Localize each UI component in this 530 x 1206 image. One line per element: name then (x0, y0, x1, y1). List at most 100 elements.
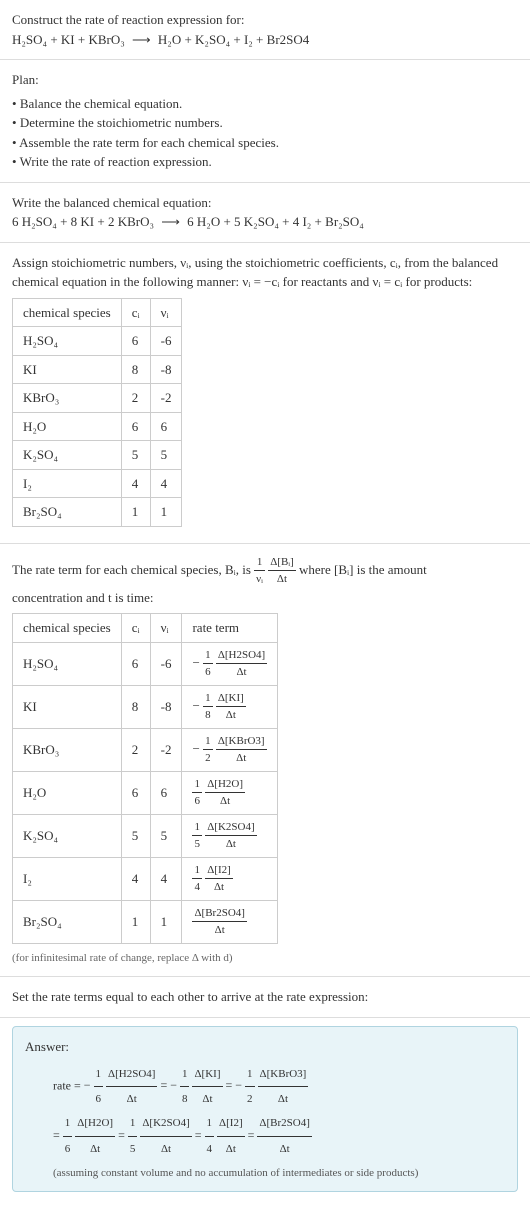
answer-terms-2: = 16 Δ[H2O]Δt = 15 Δ[K2SO4]Δt = 14 Δ[I2]… (53, 1128, 312, 1142)
cell-rate-term: 16 Δ[H2O]Δt (182, 771, 278, 814)
cell-rate-term: − 12 Δ[KBrO3]Δt (182, 728, 278, 771)
plan-item: Write the rate of reaction expression. (12, 152, 518, 172)
plan-item: Balance the chemical equation. (12, 94, 518, 114)
cell-ci: 2 (121, 384, 150, 413)
intro-eq-rhs: H₂O + K₂SO₄ + I₂ + Br2SO4 (158, 32, 309, 47)
cell-vi: -6 (150, 327, 182, 356)
answer-line1: rate = − 16 Δ[H2SO4]Δt = − 18 Δ[KI]Δt = … (25, 1062, 505, 1111)
cell-species: KI (13, 355, 122, 384)
balanced-eq-rhs: 6 H₂O + 5 K₂SO₄ + 4 I₂ + Br₂SO₄ (187, 214, 364, 229)
cell-species: Br₂SO₄ (13, 498, 122, 527)
rate-block: The rate term for each chemical species,… (0, 544, 530, 978)
plan-item: Assemble the rate term for each chemical… (12, 133, 518, 153)
cell-vi: -2 (150, 384, 182, 413)
cell-ci: 8 (121, 685, 150, 728)
col-rate: rate term (182, 614, 278, 643)
cell-species: Br₂SO₄ (13, 900, 122, 943)
cell-species: H₂SO₄ (13, 642, 122, 685)
cell-species: K₂SO₄ (13, 441, 122, 470)
cell-ci: 5 (121, 441, 150, 470)
cell-vi: 5 (150, 814, 182, 857)
table-row: Br₂SO₄11 (13, 498, 182, 527)
final-block: Set the rate terms equal to each other t… (0, 977, 530, 1018)
col-species: chemical species (13, 298, 122, 327)
answer-assume: (assuming constant volume and no accumul… (25, 1165, 505, 1182)
table-row: KI8-8− 18 Δ[KI]Δt (13, 685, 278, 728)
answer-prefix: rate = (53, 1078, 81, 1092)
intro-text: Construct the rate of reaction expressio… (12, 10, 518, 30)
cell-vi: -8 (150, 685, 182, 728)
rate-def-suffix1: where [Bᵢ] is the amount (299, 561, 427, 576)
intro-block: Construct the rate of reaction expressio… (0, 0, 530, 60)
rate-table-note: (for infinitesimal rate of change, repla… (12, 950, 518, 967)
cell-ci: 2 (121, 728, 150, 771)
cell-species: I₂ (13, 469, 122, 498)
table-row: H₂SO₄6-6− 16 Δ[H2SO4]Δt (13, 642, 278, 685)
cell-vi: 6 (150, 412, 182, 441)
table-row: KBrO₃2-2 (13, 384, 182, 413)
table-row: K₂SO₄5515 Δ[K2SO4]Δt (13, 814, 278, 857)
cell-ci: 5 (121, 814, 150, 857)
cell-vi: 4 (150, 469, 182, 498)
table-row: I₂44 (13, 469, 182, 498)
arrow-icon: ⟶ (128, 32, 155, 47)
cell-rate-term: − 18 Δ[KI]Δt (182, 685, 278, 728)
balanced-eq-lhs: 6 H₂SO₄ + 8 KI + 2 KBrO₃ (12, 214, 154, 229)
stoich-table: chemical species cᵢ νᵢ H₂SO₄ 6 -6 KI8-8 KB… (12, 298, 182, 527)
stoich-block: Assign stoichiometric numbers, νᵢ, using… (0, 243, 530, 544)
plan-list: Balance the chemical equation. Determine… (12, 94, 518, 172)
col-ci: cᵢ (121, 614, 150, 643)
cell-species: I₂ (13, 857, 122, 900)
arrow-icon: ⟶ (157, 214, 184, 229)
col-species: chemical species (13, 614, 122, 643)
table-header-row: chemical species cᵢ νᵢ rate term (13, 614, 278, 643)
cell-ci: 8 (121, 355, 150, 384)
cell-species: KBrO₃ (13, 384, 122, 413)
cell-vi: 1 (150, 498, 182, 527)
frac-coef: 1 νᵢ (254, 554, 265, 588)
col-vi: νᵢ (150, 614, 182, 643)
table-row: KBrO₃2-2− 12 Δ[KBrO3]Δt (13, 728, 278, 771)
cell-ci: 6 (121, 771, 150, 814)
table-row: H₂O6616 Δ[H2O]Δt (13, 771, 278, 814)
cell-species: KI (13, 685, 122, 728)
cell-ci: 6 (121, 412, 150, 441)
frac-den: Δt (268, 571, 296, 588)
cell-species: H₂O (13, 412, 122, 441)
answer-line2: = 16 Δ[H2O]Δt = 15 Δ[K2SO4]Δt = 14 Δ[I2]… (25, 1111, 505, 1160)
balanced-block: Write the balanced chemical equation: 6 … (0, 183, 530, 243)
cell-vi: -6 (150, 642, 182, 685)
table-row: I₂4414 Δ[I2]Δt (13, 857, 278, 900)
cell-ci: 4 (121, 857, 150, 900)
table-row: Br₂SO₄11Δ[Br2SO4]Δt (13, 900, 278, 943)
frac-num: Δ[Bᵢ] (268, 554, 296, 572)
stoich-para: Assign stoichiometric numbers, νᵢ, using… (12, 253, 518, 292)
rate-def-prefix: The rate term for each chemical species,… (12, 561, 254, 576)
table-header-row: chemical species cᵢ νᵢ (13, 298, 182, 327)
cell-species: K₂SO₄ (13, 814, 122, 857)
cell-rate-term: 14 Δ[I2]Δt (182, 857, 278, 900)
cell-vi: -2 (150, 728, 182, 771)
cell-vi: 4 (150, 857, 182, 900)
rate-def-line1: The rate term for each chemical species,… (12, 554, 518, 588)
col-vi: νᵢ (150, 298, 182, 327)
cell-species: H₂SO₄ (13, 327, 122, 356)
cell-ci: 1 (121, 900, 150, 943)
answer-label: Answer: (25, 1037, 505, 1057)
col-ci: cᵢ (121, 298, 150, 327)
cell-rate-term: Δ[Br2SO4]Δt (182, 900, 278, 943)
cell-ci: 1 (121, 498, 150, 527)
table-row: K₂SO₄55 (13, 441, 182, 470)
frac-den: νᵢ (254, 571, 265, 588)
table-row: KI8-8 (13, 355, 182, 384)
cell-species: KBrO₃ (13, 728, 122, 771)
intro-eq-lhs: H₂SO₄ + KI + KBrO₃ (12, 32, 125, 47)
plan-item: Determine the stoichiometric numbers. (12, 113, 518, 133)
cell-vi: 6 (150, 771, 182, 814)
frac-delta: Δ[Bᵢ] Δt (268, 554, 296, 588)
cell-vi: -8 (150, 355, 182, 384)
rate-table: chemical species cᵢ νᵢ rate term H₂SO₄6-… (12, 613, 278, 944)
answer-terms-1: − 16 Δ[H2SO4]Δt = − 18 Δ[KI]Δt = − 12 Δ[… (84, 1078, 309, 1092)
cell-rate-term: − 16 Δ[H2SO4]Δt (182, 642, 278, 685)
cell-vi: 5 (150, 441, 182, 470)
